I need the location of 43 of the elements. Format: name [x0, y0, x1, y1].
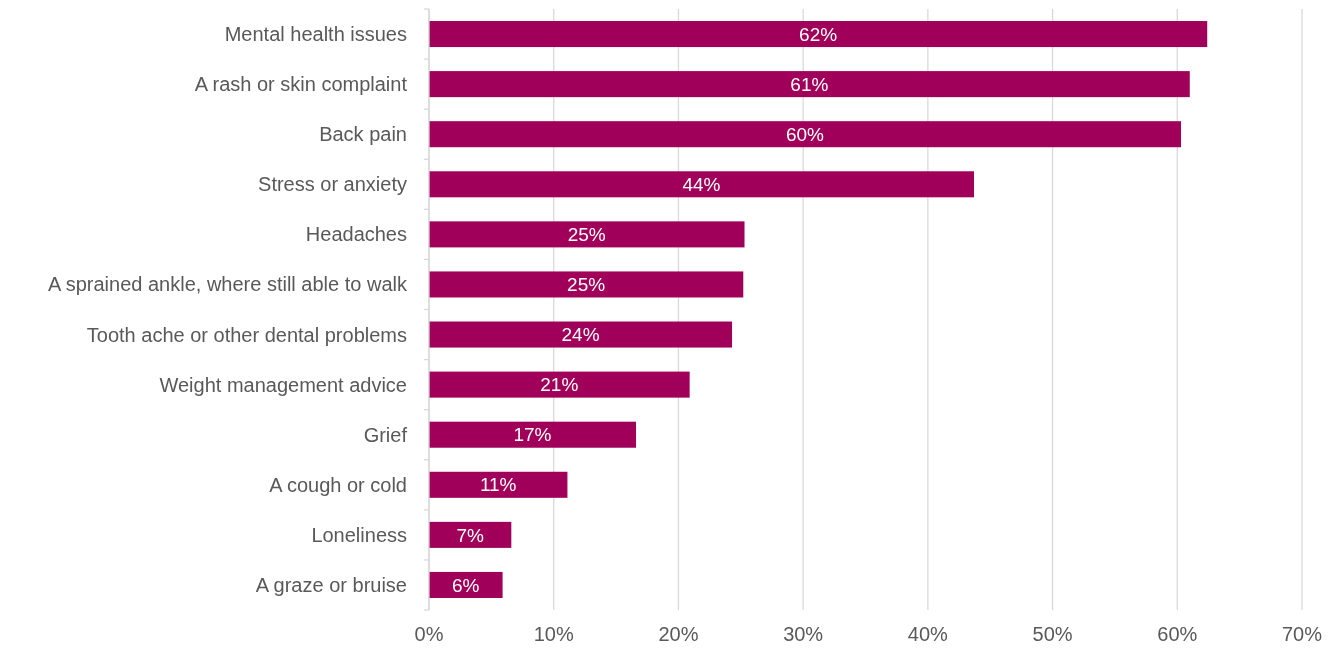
data-label: 60%	[786, 123, 825, 145]
data-label: 62%	[799, 23, 838, 45]
bar	[429, 221, 745, 248]
bar	[429, 271, 744, 298]
data-label: 6%	[452, 574, 480, 596]
data-label: 25%	[567, 274, 606, 296]
x-tick-label: 20%	[658, 623, 699, 645]
y-tick-label: Loneliness	[311, 523, 407, 546]
bar	[429, 421, 637, 448]
x-tick-label: 70%	[1281, 623, 1323, 645]
y-tick-label: Mental health issues	[224, 23, 407, 46]
data-label: 7%	[456, 524, 484, 546]
bar	[429, 71, 1190, 98]
y-tick-label: Back pain	[319, 123, 407, 146]
bar	[429, 321, 733, 348]
data-label: 24%	[561, 324, 600, 346]
x-tick-label: 50%	[1032, 623, 1073, 645]
bar	[429, 121, 1182, 148]
bar	[429, 171, 974, 198]
data-label: 17%	[513, 424, 552, 446]
x-tick-label: 0%	[414, 623, 444, 645]
y-tick-label: Stress or anxiety	[258, 173, 407, 196]
y-tick-label: A graze or bruise	[255, 573, 407, 596]
data-label: 61%	[790, 73, 829, 95]
data-label: 11%	[479, 474, 517, 496]
bar	[429, 21, 1208, 48]
x-tick-label: 30%	[783, 623, 824, 645]
y-tick-label: A rash or skin complaint	[194, 73, 408, 96]
bar	[429, 471, 568, 498]
data-label: 25%	[567, 224, 606, 246]
x-tick-label: 40%	[907, 623, 949, 645]
data-label: 21%	[540, 374, 579, 396]
y-tick-label: A cough or cold	[269, 473, 407, 496]
data-label: 44%	[682, 173, 721, 195]
y-tick-label: Tooth ache or other dental problems	[86, 323, 407, 346]
y-tick-label: Weight management advice	[159, 373, 407, 396]
y-tick-label: Grief	[363, 423, 408, 446]
x-tick-label: 10%	[533, 623, 574, 645]
bar	[429, 371, 690, 398]
y-tick-label: Headaches	[305, 223, 407, 246]
bar	[429, 521, 512, 548]
y-tick-label: A sprained ankle, where still able to walk	[47, 273, 408, 296]
x-tick-label: 60%	[1157, 623, 1198, 645]
